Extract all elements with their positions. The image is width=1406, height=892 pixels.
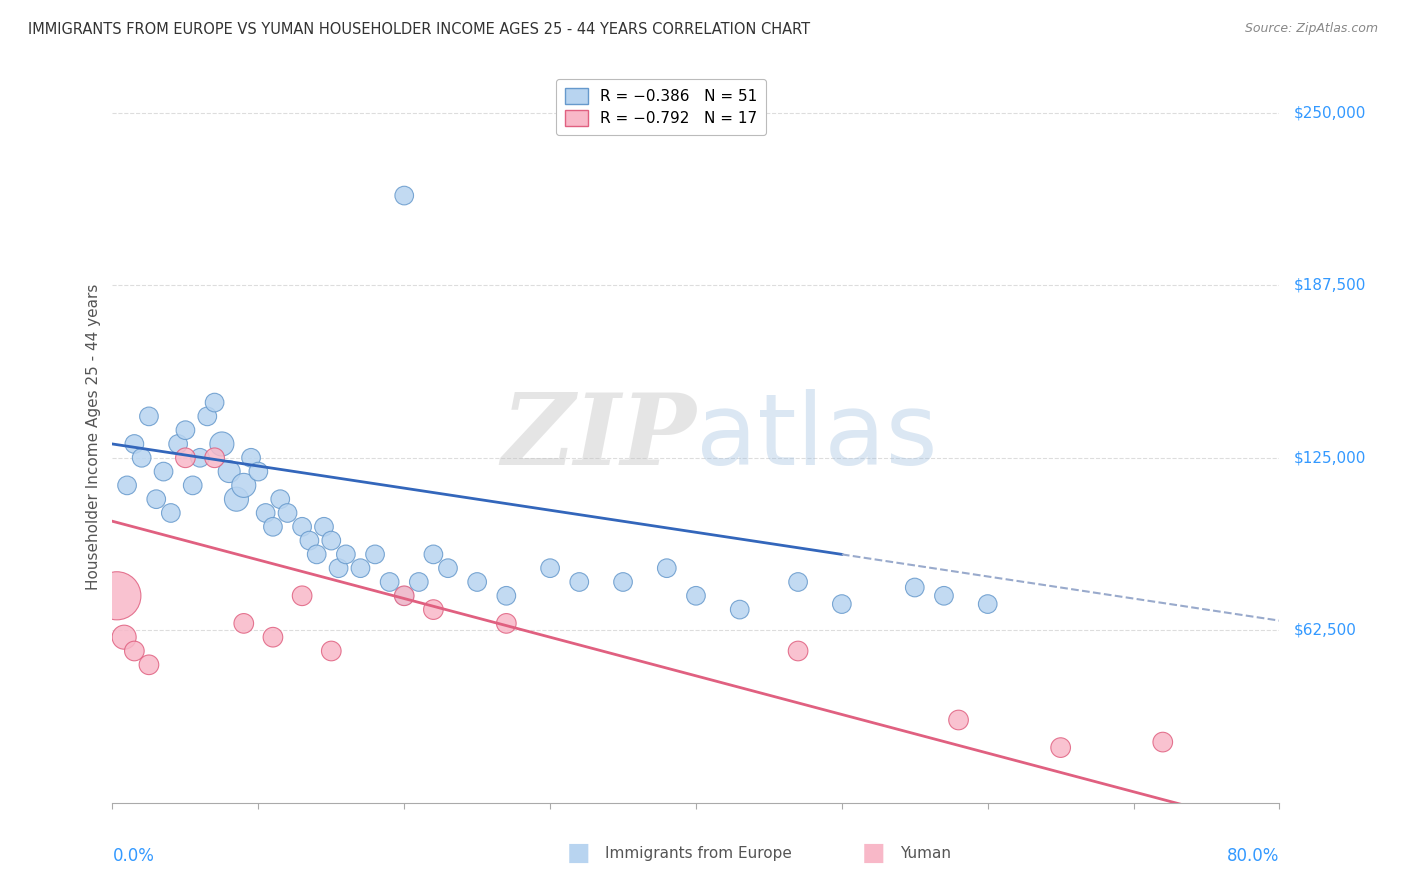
Text: 80.0%: 80.0%: [1227, 847, 1279, 864]
Point: [568, 574, 591, 589]
Point: [269, 492, 291, 507]
Point: [232, 478, 254, 492]
Point: [195, 409, 218, 424]
Text: ■: ■: [567, 841, 591, 865]
Text: atlas: atlas: [696, 389, 938, 485]
Point: [422, 602, 444, 616]
Point: [495, 589, 517, 603]
Point: [495, 616, 517, 631]
Text: Immigrants from Europe: Immigrants from Europe: [605, 846, 792, 861]
Point: [174, 423, 197, 437]
Point: [948, 713, 970, 727]
Text: IMMIGRANTS FROM EUROPE VS YUMAN HOUSEHOLDER INCOME AGES 25 - 44 YEARS CORRELATIO: IMMIGRANTS FROM EUROPE VS YUMAN HOUSEHOL…: [28, 22, 810, 37]
Point: [145, 492, 167, 507]
Point: [232, 616, 254, 631]
Point: [538, 561, 561, 575]
Point: [225, 492, 247, 507]
Point: [277, 506, 299, 520]
Point: [335, 548, 357, 562]
Point: [218, 465, 240, 479]
Point: [378, 574, 401, 589]
Point: [465, 574, 488, 589]
Point: [976, 597, 998, 611]
Point: [181, 478, 204, 492]
Point: [612, 574, 634, 589]
Text: Source: ZipAtlas.com: Source: ZipAtlas.com: [1244, 22, 1378, 36]
Text: $125,000: $125,000: [1294, 450, 1365, 466]
Point: [124, 437, 146, 451]
Point: [364, 548, 387, 562]
Point: [211, 437, 233, 451]
Point: [167, 437, 190, 451]
Point: [240, 450, 263, 465]
Point: [160, 506, 183, 520]
Point: [321, 533, 343, 548]
Text: ■: ■: [862, 841, 886, 865]
Point: [328, 561, 350, 575]
Point: [174, 450, 197, 465]
Point: [262, 630, 284, 644]
Point: [437, 561, 460, 575]
Point: [904, 581, 927, 595]
Point: [112, 630, 135, 644]
Text: $187,500: $187,500: [1294, 277, 1365, 293]
Text: $62,500: $62,500: [1294, 623, 1357, 638]
Point: [204, 395, 226, 409]
Point: [124, 644, 146, 658]
Point: [787, 574, 810, 589]
Point: [422, 548, 444, 562]
Point: [408, 574, 430, 589]
Point: [188, 450, 211, 465]
Point: [204, 450, 226, 465]
Point: [254, 506, 277, 520]
Point: [831, 597, 853, 611]
Point: [728, 602, 751, 616]
Point: [115, 478, 138, 492]
Legend: R = −0.386   N = 51, R = −0.792   N = 17: R = −0.386 N = 51, R = −0.792 N = 17: [555, 79, 766, 136]
Point: [105, 589, 128, 603]
Point: [349, 561, 371, 575]
Point: [298, 533, 321, 548]
Point: [305, 548, 328, 562]
Point: [247, 465, 270, 479]
Point: [1152, 735, 1174, 749]
Text: Yuman: Yuman: [900, 846, 950, 861]
Text: ZIP: ZIP: [501, 389, 696, 485]
Point: [291, 589, 314, 603]
Point: [932, 589, 955, 603]
Point: [1049, 740, 1071, 755]
Point: [312, 520, 335, 534]
Point: [138, 657, 160, 672]
Point: [394, 188, 416, 202]
Point: [394, 589, 416, 603]
Point: [394, 589, 416, 603]
Point: [291, 520, 314, 534]
Text: 0.0%: 0.0%: [112, 847, 155, 864]
Point: [138, 409, 160, 424]
Point: [685, 589, 707, 603]
Point: [131, 450, 153, 465]
Text: $250,000: $250,000: [1294, 105, 1365, 120]
Point: [787, 644, 810, 658]
Point: [321, 644, 343, 658]
Point: [262, 520, 284, 534]
Point: [152, 465, 174, 479]
Point: [655, 561, 678, 575]
Y-axis label: Householder Income Ages 25 - 44 years: Householder Income Ages 25 - 44 years: [86, 284, 101, 591]
